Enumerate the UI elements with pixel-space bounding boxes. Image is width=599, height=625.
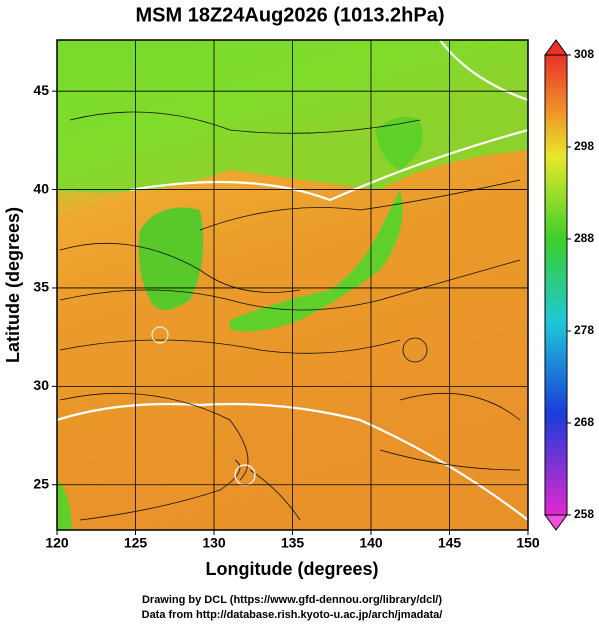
- colorbar-tick-label: 258: [574, 507, 594, 521]
- colorbar: [544, 54, 568, 516]
- y-tick-label: 25: [33, 475, 49, 491]
- x-tick-label: 130: [202, 535, 226, 551]
- y-tick-label: 40: [33, 180, 49, 196]
- x-tick-label: 150: [516, 535, 540, 551]
- colorbar-min-arrow: [544, 514, 568, 531]
- title: MSM 18Z24Aug2026 (1013.2hPa): [135, 4, 444, 26]
- y-tick-label: 45: [33, 82, 49, 98]
- colorbar-tick-label: 278: [574, 323, 594, 337]
- x-tick-label: 135: [281, 535, 305, 551]
- credit-line: Drawing by DCL (https://www.gfd-dennou.o…: [142, 594, 442, 606]
- plot-frame: [56, 39, 529, 531]
- colorbar-max-arrow: [544, 39, 568, 56]
- x-tick-label: 140: [359, 535, 383, 551]
- colorbar-tick-label: 308: [574, 47, 594, 61]
- colorbar-tick-label: 298: [574, 139, 594, 153]
- colorbar-tick-label: 268: [574, 415, 594, 429]
- credit-line: Data from http://database.rish.kyoto-u.a…: [142, 609, 443, 621]
- y-tick-label: 35: [33, 279, 49, 295]
- colorbar-tick-label: 288: [574, 231, 594, 245]
- x-tick-label: 120: [45, 535, 69, 551]
- x-axis-label: Longitude (degrees): [205, 559, 378, 579]
- y-axis-label: Latitude (degrees): [3, 207, 23, 363]
- y-tick-label: 30: [33, 377, 49, 393]
- x-tick-label: 125: [124, 535, 148, 551]
- x-tick-label: 145: [438, 535, 462, 551]
